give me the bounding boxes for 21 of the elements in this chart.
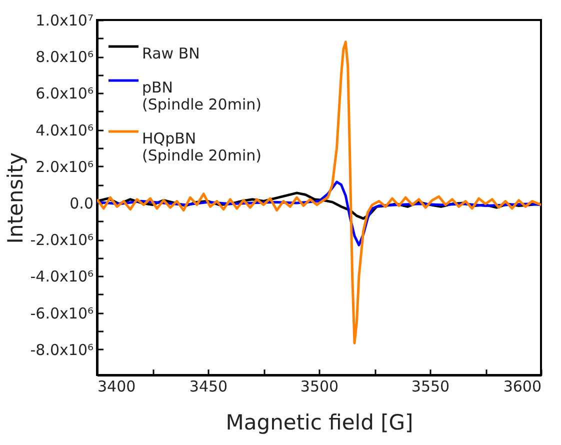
line-series	[97, 40, 541, 344]
y-tick-label: -2.0x10⁶	[30, 231, 94, 250]
y-tick-label: 0.0	[70, 194, 94, 212]
x-tick-label: 3600	[503, 378, 542, 396]
y-tick-label: -6.0x10⁶	[30, 304, 94, 322]
legend-label: Raw BN	[142, 44, 200, 62]
x-tick-label: 3400	[98, 378, 136, 396]
y-tick-label: 6.0x10⁶	[36, 84, 94, 103]
x-tick-label: 3500	[300, 378, 339, 396]
x-tick-label: 3550	[411, 378, 450, 396]
y-tick-label: 2.0x10⁶	[36, 158, 94, 176]
y-tick-label: -4.0x10⁶	[30, 268, 94, 286]
legend-label: pBN (Spindle 20min)	[142, 78, 262, 114]
y-tick-label: 1.0x10⁷	[36, 12, 94, 30]
x-axis-title: Magnetic field [G]	[226, 410, 414, 434]
y-tick-label: 8.0x10⁶	[36, 48, 94, 66]
y-tick-label: 4.0x10⁶	[36, 121, 94, 140]
y-axis-title: Intensity	[3, 152, 28, 244]
y-tick-label: -8.0x10⁶	[30, 340, 94, 359]
x-tick-label: 3450	[189, 378, 228, 396]
legend-label: HQpBN (Spindle 20min)	[142, 130, 262, 164]
